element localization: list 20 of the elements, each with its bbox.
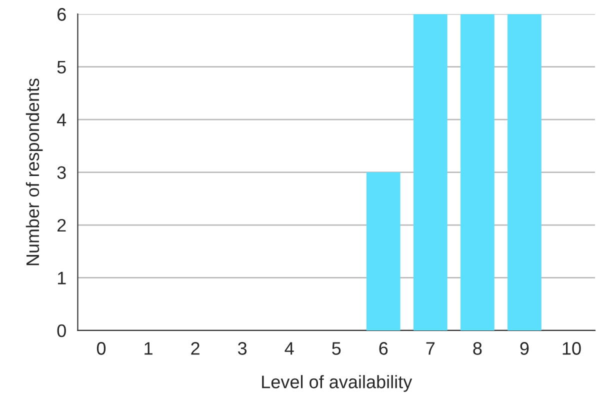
x-tick-label: 9: [520, 342, 529, 355]
x-tick-label: 8: [473, 342, 482, 355]
x-tick-label: 1: [144, 342, 152, 355]
x-tick-label: 3: [238, 342, 247, 355]
y-tick-label: 5: [57, 60, 66, 74]
x-tick-label: 0: [96, 342, 106, 355]
x-tick-label: 7: [426, 342, 435, 355]
x-tick-label: 6: [379, 342, 388, 355]
x-tick-label: 5: [332, 342, 341, 355]
y-tick-label: 2: [57, 218, 66, 232]
y-axis-title: Number of respondents: [26, 78, 43, 266]
x-axis-title: Level of availability: [262, 375, 412, 392]
y-tick-label: 0: [57, 324, 66, 338]
x-tick-label: 10: [562, 342, 581, 355]
y-tick-label: 1: [58, 272, 66, 284]
x-tick-label: 2: [191, 342, 200, 355]
y-tick-label: 3: [57, 166, 66, 180]
y-tick-label: 6: [58, 8, 66, 21]
y-tick-label: 4: [57, 114, 66, 126]
x-tick-label: 4: [284, 342, 294, 355]
